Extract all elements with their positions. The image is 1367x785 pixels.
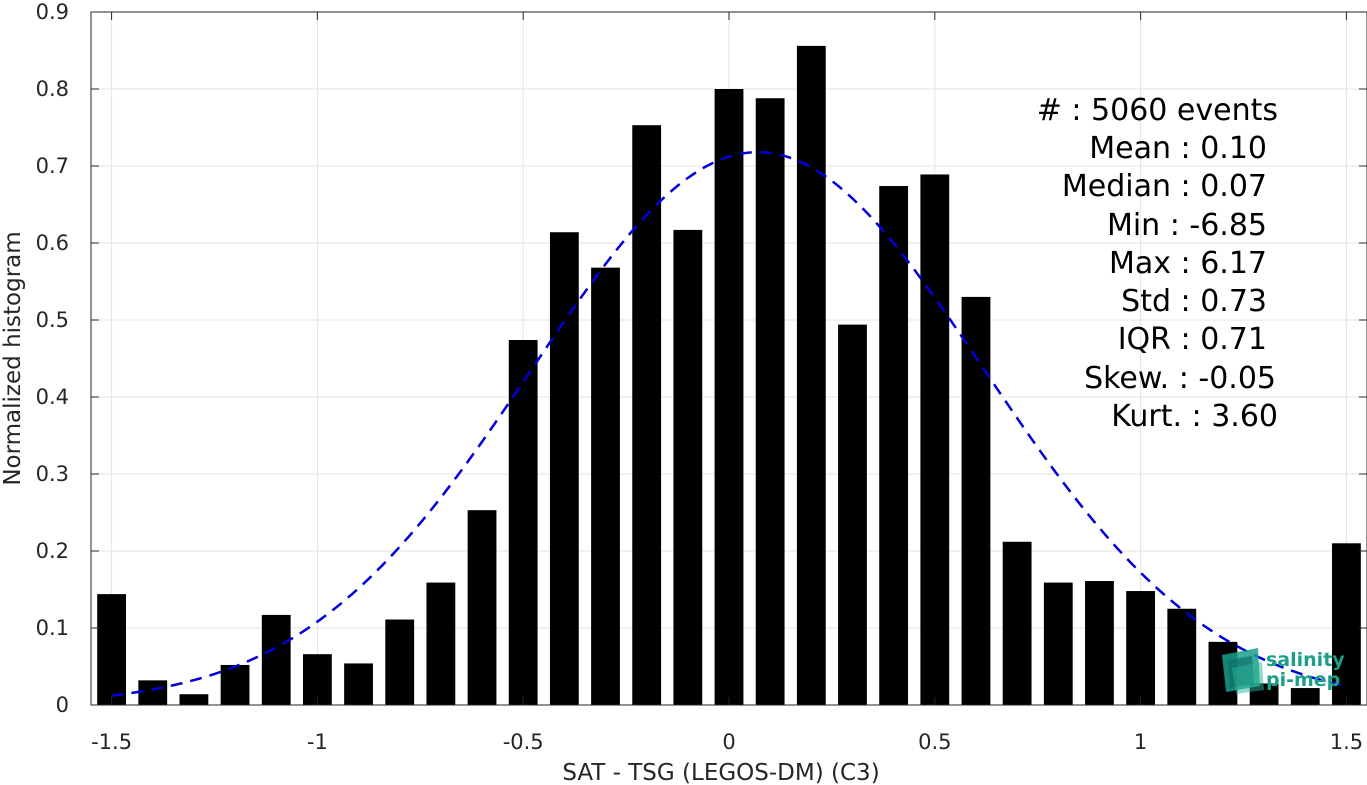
x-axis-ticks: -1.5 -1 -0.5 0 0.5 1 1.5 xyxy=(91,12,1363,754)
statistics-annotation: # : 5060 events Mean : 0.10 Median : 0.0… xyxy=(1037,93,1278,434)
stat-skew: Skew. : -0.05 xyxy=(1084,361,1276,396)
stat-kurt: Kurt. : 3.60 xyxy=(1111,399,1278,434)
bar-30 xyxy=(1332,543,1361,705)
stat-median: Median : 0.07 xyxy=(1062,169,1267,204)
logo-line2: pi-mep xyxy=(1266,669,1340,691)
x-tick-label-4: 0.5 xyxy=(918,730,951,754)
y-tick-label-7: 0.7 xyxy=(36,154,69,178)
bar-10 xyxy=(508,340,538,705)
bar-25 xyxy=(1126,591,1156,705)
bar-19 xyxy=(879,186,909,705)
y-tick-label-2: 0.2 xyxy=(36,539,69,563)
bar-7 xyxy=(385,619,415,705)
normal-fit-line xyxy=(111,150,1347,697)
bar-5 xyxy=(302,654,332,705)
bar-11 xyxy=(549,232,579,705)
x-tick-label-0: -1.5 xyxy=(91,730,132,754)
bar-12 xyxy=(591,267,620,705)
bar-15 xyxy=(714,89,744,705)
bar-2 xyxy=(179,694,209,705)
bar-9 xyxy=(467,510,497,705)
bar-29 xyxy=(1290,688,1320,705)
bar-3 xyxy=(220,664,250,705)
y-tick-label-8: 0.8 xyxy=(36,77,69,101)
stat-max: Max : 6.17 xyxy=(1109,246,1267,281)
logo-mark-icon xyxy=(1222,648,1264,694)
logo-line1: salinity xyxy=(1266,649,1345,671)
bar-22 xyxy=(1002,541,1032,705)
bar-6 xyxy=(344,663,373,705)
bar-0 xyxy=(97,594,126,705)
stat-mean: Mean : 0.10 xyxy=(1089,131,1267,166)
x-axis-label: SAT - TSG (LEGOS-DM) (C3) xyxy=(562,760,879,785)
x-tick-label-1: -1 xyxy=(307,730,328,754)
bar-17 xyxy=(796,45,826,705)
bar-8 xyxy=(426,582,456,705)
stat-iqr: IQR : 0.71 xyxy=(1118,322,1267,357)
bar-20 xyxy=(920,174,950,706)
y-tick-label-9: 0.9 xyxy=(36,0,69,24)
bar-18 xyxy=(838,324,867,705)
stat-events: # : 5060 events xyxy=(1037,93,1278,128)
bar-21 xyxy=(961,296,991,705)
y-tick-label-4: 0.4 xyxy=(36,385,69,409)
bar-26 xyxy=(1167,608,1197,705)
stat-min: Min : -6.85 xyxy=(1107,208,1267,243)
bars xyxy=(97,45,1361,706)
x-tick-label-2: -0.5 xyxy=(503,730,544,754)
y-axis-ticks: 0 0.1 0.2 0.3 0.4 0.5 0.6 0.7 0.8 0.9 xyxy=(36,0,1367,717)
stat-std: Std : 0.73 xyxy=(1121,284,1267,319)
x-tick-label-5: 1 xyxy=(1134,730,1147,754)
fit-curve xyxy=(111,150,1347,697)
y-tick-label-1: 0.1 xyxy=(36,616,69,640)
bar-24 xyxy=(1085,581,1114,705)
y-axis-label: Normalized histogram xyxy=(0,231,26,485)
bar-16 xyxy=(755,98,785,706)
y-tick-label-5: 0.5 xyxy=(36,308,69,332)
bar-13 xyxy=(632,125,662,705)
y-tick-label-6: 0.6 xyxy=(36,231,69,255)
salinity-pimep-logo: salinity pi-mep xyxy=(1222,648,1345,694)
y-tick-label-0: 0 xyxy=(56,693,69,717)
bar-14 xyxy=(673,229,703,705)
x-tick-label-3: 0 xyxy=(722,730,735,754)
bar-23 xyxy=(1043,582,1073,705)
bar-4 xyxy=(261,614,291,705)
y-tick-label-3: 0.3 xyxy=(36,462,69,486)
bar-1 xyxy=(138,680,168,705)
x-tick-label-6: 1.5 xyxy=(1330,730,1363,754)
